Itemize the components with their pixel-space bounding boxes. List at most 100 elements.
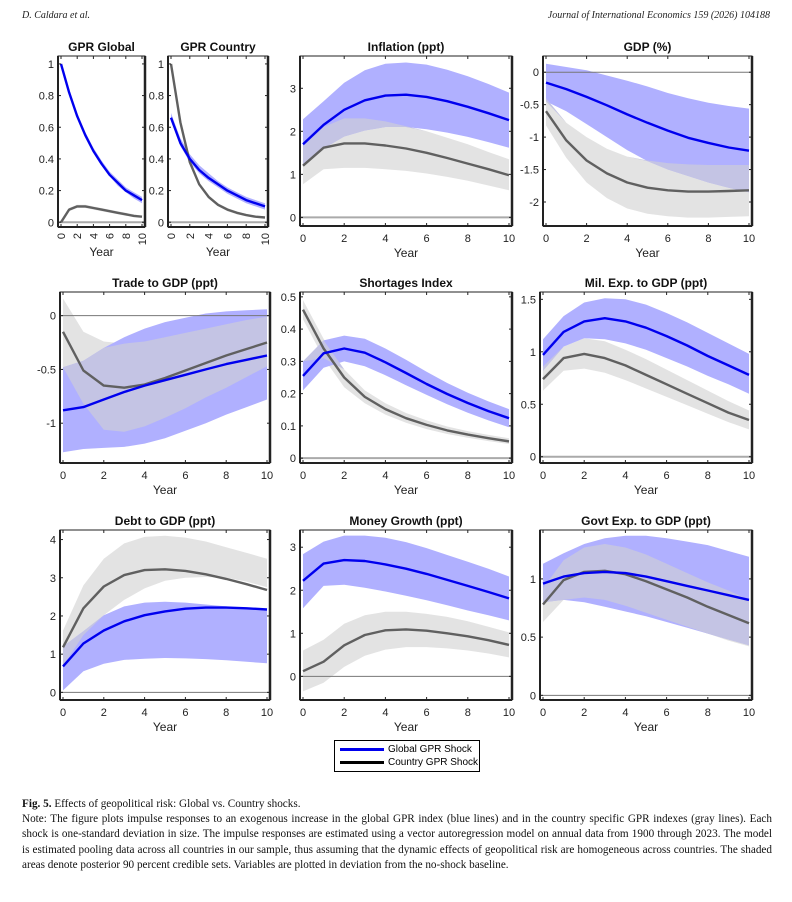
x-tick-label: 10: [503, 470, 515, 482]
subplot-debt-to-gdp-ppt: 0 1 2 3 4 0 2 4 6 8 10 Debt to GDP (ppt) Year: [50, 514, 273, 734]
y-tick-label: 0.4: [149, 154, 164, 166]
subplot-shortages-index: 0 0.1 0.2 0.3 0.4 0.5 0 2 4 6 8 10 Shortages Index Ye…: [281, 276, 515, 497]
band-global: [61, 63, 142, 204]
band-overlap: [303, 118, 509, 166]
subplot-inflation-ppt: 0 1 2 3 0 2 4 6 8 10 Inflation (ppt) Year: [290, 40, 515, 260]
subplot-title: Govt Exp. to GDP (ppt): [581, 514, 711, 528]
x-axis-label: Year: [153, 483, 177, 497]
band-country: [543, 338, 749, 430]
line-global-gpr: [302, 347, 510, 420]
band-overlap: [303, 340, 509, 439]
line-global-gpr: [169, 117, 266, 208]
y-tick-label: 1: [50, 649, 56, 661]
line-global-gpr: [545, 81, 750, 152]
band-country: [303, 118, 509, 191]
x-tick-label: 8: [705, 233, 711, 245]
subplot-trade-to-gdp-ppt: -1 -0.5 0 0 2 4 6 8 10 Trade to GDP (ppt) Year: [37, 276, 273, 497]
y-tick-label: 0.1: [281, 421, 296, 433]
x-tick-label: 4: [624, 233, 630, 245]
y-tick-label: -1: [529, 132, 539, 144]
line-country-gpr: [545, 110, 750, 193]
caption-note: Note: The figure plots impulse responses…: [22, 813, 772, 871]
x-tick-label: 8: [705, 707, 711, 719]
subplot-title: GPR Global: [68, 40, 135, 54]
x-tick-label: 4: [382, 707, 388, 719]
y-tick-label: 0: [530, 452, 536, 464]
y-tick-label: 0.2: [149, 186, 164, 198]
line-global-gpr: [59, 63, 143, 202]
x-tick-label: 0: [543, 233, 549, 245]
x-tick-label: 10: [260, 233, 272, 245]
y-tick-label: 0: [290, 453, 296, 465]
x-tick-label: 4: [204, 233, 216, 239]
x-axis-label: Year: [394, 483, 418, 497]
y-tick-label: 1: [530, 574, 536, 586]
y-tick-label: 0: [48, 217, 54, 229]
band-overlap: [63, 316, 267, 432]
line-country-gpr: [59, 205, 143, 223]
y-tick-label: -2: [529, 197, 539, 209]
axes-frame: [57, 55, 146, 228]
x-tick-label: 2: [341, 233, 347, 245]
band-global: [63, 601, 267, 691]
subplot-title: Debt to GDP (ppt): [115, 514, 215, 528]
caption-label: Fig. 5.: [22, 798, 52, 810]
band-overlap: [543, 544, 749, 646]
y-tick-label: 0.6: [149, 122, 164, 134]
x-tick-label: 6: [664, 470, 670, 482]
line-country-gpr: [301, 309, 510, 443]
band-overlap: [546, 98, 749, 193]
x-tick-label: 6: [182, 470, 188, 482]
band-global: [546, 63, 749, 193]
x-tick-label: 2: [72, 233, 84, 239]
legend-swatch-country: [340, 761, 384, 764]
x-tick-label: 8: [121, 233, 133, 239]
y-tick-label: -1.5: [520, 165, 539, 177]
x-axis-label: Year: [394, 246, 418, 260]
x-tick-label: 10: [743, 470, 755, 482]
line-global-gpr: [62, 354, 268, 412]
y-tick-label: 0: [290, 671, 296, 683]
y-tick-label: 0.5: [521, 632, 536, 644]
y-tick-label: 2: [290, 126, 296, 138]
y-tick-label: 0: [158, 217, 164, 229]
line-country-gpr: [61, 568, 268, 648]
legend-label-country: Country GPR Shock: [388, 757, 479, 768]
x-tick-label: 8: [465, 707, 471, 719]
x-tick-label: 0: [540, 470, 546, 482]
x-axis-label: Year: [634, 483, 658, 497]
x-tick-label: 10: [743, 707, 755, 719]
subplot-gdp: -2 -1.5 -1 -0.5 0 0 2 4 6 8 10 GDP (%) Year: [520, 40, 755, 260]
band-global: [543, 298, 749, 394]
subplot-title: Mil. Exp. to GDP (ppt): [585, 276, 707, 290]
x-tick-label: 6: [665, 233, 671, 245]
line-country-gpr: [169, 63, 266, 219]
y-tick-label: 0: [533, 67, 539, 79]
y-tick-label: 1: [158, 59, 164, 71]
x-tick-label: 8: [223, 470, 229, 482]
y-tick-label: 0.8: [39, 91, 54, 103]
x-tick-label: 2: [581, 707, 587, 719]
x-tick-label: 4: [382, 470, 388, 482]
x-tick-label: 0: [300, 233, 306, 245]
y-tick-label: 1: [48, 59, 54, 71]
band-country: [303, 300, 509, 444]
y-tick-label: 1: [290, 169, 296, 181]
subplot-title: Shortages Index: [359, 276, 453, 290]
y-tick-label: 3: [290, 83, 296, 95]
x-tick-label: 6: [182, 707, 188, 719]
legend-item-country: Country GPR Shock: [340, 756, 478, 769]
x-tick-label: 0: [60, 470, 66, 482]
x-axis-label: Year: [635, 246, 659, 260]
x-tick-label: 4: [622, 707, 628, 719]
band-country: [303, 611, 509, 692]
x-tick-label: 2: [341, 470, 347, 482]
y-tick-label: 0: [50, 687, 56, 699]
y-tick-label: 0.4: [39, 154, 54, 166]
y-tick-label: 2: [50, 611, 56, 623]
x-tick-label: 8: [465, 470, 471, 482]
